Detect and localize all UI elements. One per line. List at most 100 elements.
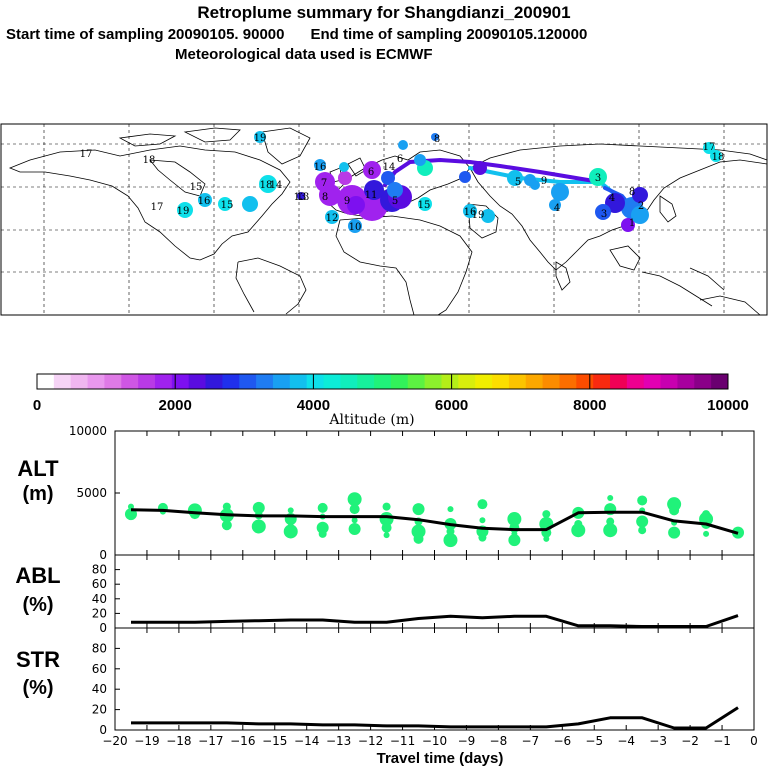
x-axis-label: Travel time (days) (377, 750, 504, 767)
colorbar-cell (424, 374, 442, 389)
map-point-label: 18 (712, 152, 725, 163)
colorbar-cell (626, 374, 645, 389)
sampling-times: Start time of sampling 20090105. 90000 En… (6, 26, 587, 43)
altitude-point (636, 515, 649, 528)
panel-label: STR (16, 647, 60, 672)
altitude-point (251, 519, 266, 534)
colorbar-cell (458, 374, 476, 389)
altitude-point (607, 494, 614, 501)
colorbar-label: Altitude (m) (328, 412, 414, 428)
altitude-point (703, 530, 710, 537)
map-point-label: 16 (314, 162, 327, 173)
map-point-label: 15 (190, 182, 203, 193)
altitude-point (348, 522, 361, 535)
x-tick-label: −13 (326, 734, 351, 748)
x-tick-label: −5 (585, 734, 603, 748)
plume-marker (589, 168, 607, 186)
altitude-point (603, 523, 618, 538)
colorbar-tick-label: 0 (33, 397, 41, 414)
x-tick-label: −8 (490, 734, 508, 748)
plume-marker (481, 209, 495, 223)
panel-unit: (%) (22, 677, 53, 699)
panel-frame (114, 627, 755, 731)
colorbar-tick-label: 8000 (573, 397, 606, 414)
plume-marker (387, 182, 403, 198)
plume-marker (218, 197, 232, 211)
x-tick-label: −19 (134, 734, 159, 748)
map-point-label: 19 (472, 210, 485, 221)
colorbar-tick-label: 2000 (159, 397, 192, 414)
map-point-label: 8 (434, 134, 440, 145)
y-tick-label: 20 (92, 703, 107, 717)
map-point-label: 18 (143, 155, 156, 166)
y-tick-label: 60 (92, 662, 107, 676)
colorbar-cell (711, 374, 729, 389)
panel-unit: (%) (22, 594, 53, 616)
altitude-point (381, 522, 392, 533)
map-point-label: 9 (541, 176, 547, 187)
plume-marker (348, 219, 362, 233)
altitude-point (316, 521, 329, 534)
plume-marker (431, 133, 439, 141)
y-tick-label: 5000 (76, 486, 107, 500)
map-point-label: 10 (349, 222, 362, 233)
colorbar-cell (188, 374, 207, 389)
y-tick-label: 60 (92, 577, 107, 591)
series-line-str (131, 706, 739, 730)
plume-marker (339, 162, 349, 172)
altitude-colorbar: 0 2000 4000 6000 8000 10000 Altitude (m) (33, 373, 749, 428)
colorbar-cell (694, 374, 712, 389)
plume-marker (703, 142, 715, 154)
chart-title: Retroplume summary for Shangdianzi_20090… (197, 3, 571, 22)
plume-marker (254, 131, 266, 143)
plume-marker (463, 204, 477, 218)
plume-marker (414, 154, 426, 166)
colorbar-cell (222, 374, 240, 389)
plume-marker (551, 183, 569, 201)
map-point-label: 5 (515, 177, 521, 188)
altitude-point (317, 502, 328, 513)
colorbar-cell (643, 374, 662, 389)
altitude-point (478, 533, 487, 542)
map-point-label: 11 (365, 190, 378, 201)
altitude-point (543, 535, 550, 542)
colorbar-cell (441, 374, 459, 389)
map-point-label: 9 (344, 196, 350, 207)
altitude-point (447, 506, 454, 513)
map-point-label: 6 (397, 154, 403, 165)
y-tick-label: 0 (99, 548, 107, 562)
plume-marker (418, 197, 432, 211)
x-tick-label: −11 (390, 734, 415, 748)
plume-marker (710, 150, 722, 162)
map-point-label: 17 (80, 149, 93, 160)
altitude-point (347, 492, 362, 507)
colorbar-cell (508, 374, 527, 389)
colorbar-cell (525, 374, 544, 389)
panel-unit: (m) (22, 483, 53, 505)
plume-marker (319, 184, 341, 206)
colorbar-cell (677, 374, 695, 389)
altitude-point (283, 524, 298, 539)
altitude-point (349, 504, 360, 515)
map-markers (177, 131, 722, 233)
plume-marker (314, 159, 326, 171)
colorbar-cell (205, 374, 223, 389)
altitude-point (412, 503, 425, 516)
colorbar-cell (53, 374, 72, 389)
map-point-label: 8 (322, 192, 328, 203)
map-point-label: 17 (151, 202, 164, 213)
plume-marker (297, 192, 305, 200)
colorbar-cell (154, 374, 173, 389)
altitude-point (637, 495, 648, 506)
altitude-point (571, 523, 586, 538)
x-tick-label: −4 (617, 734, 635, 748)
plume-marker (507, 170, 523, 186)
colorbar-cell (374, 374, 392, 389)
altitude-point (382, 502, 391, 511)
x-tick-label: −1 (713, 734, 731, 748)
colorbar-tick-label: 10000 (707, 397, 749, 414)
colorbar-cell (340, 374, 358, 389)
colorbar-cell (272, 374, 291, 389)
colorbar-cell (70, 374, 89, 389)
